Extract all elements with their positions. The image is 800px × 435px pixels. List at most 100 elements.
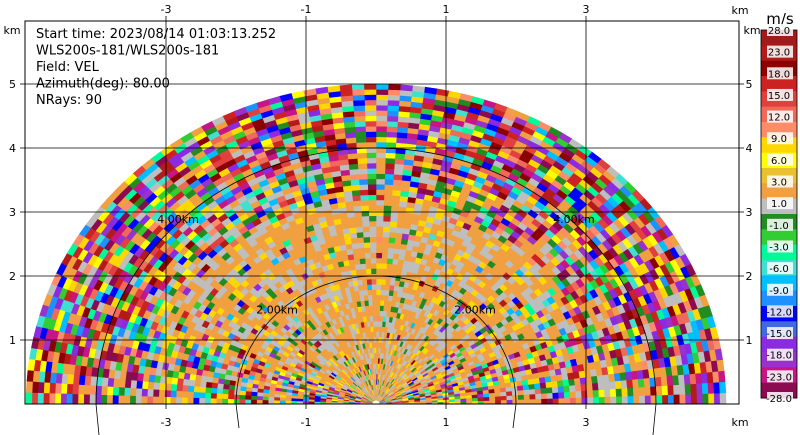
velocity-cell [352, 94, 365, 101]
velocity-cell [371, 283, 377, 290]
velocity-cell [375, 152, 386, 159]
velocity-cell [378, 315, 384, 322]
velocity-cell [385, 263, 393, 270]
velocity-cell [380, 262, 388, 270]
velocity-cell [523, 393, 531, 400]
velocity-cell [575, 397, 583, 404]
velocity-cell [713, 381, 721, 394]
velocity-cell [369, 252, 377, 259]
velocity-cell [383, 189, 393, 196]
velocity-cell [375, 336, 379, 343]
velocity-cell [592, 396, 600, 404]
velocity-cell [384, 284, 391, 291]
velocity-cell [375, 278, 382, 285]
velocity-cell [598, 396, 606, 404]
velocity-cell [351, 83, 365, 91]
velocity-cell [370, 278, 377, 285]
velocity-cell [363, 247, 371, 254]
velocity-cell [367, 178, 377, 185]
velocity-cell [375, 320, 380, 327]
velocity-cell [366, 289, 373, 296]
velocity-cell [667, 394, 675, 404]
velocity-cell [375, 199, 385, 206]
velocity-cell [370, 262, 377, 269]
velocity-cell [375, 220, 384, 227]
velocity-cell [360, 199, 369, 207]
velocity-cell [387, 242, 395, 249]
velocity-cell [718, 370, 726, 383]
velocity-cell [326, 85, 341, 93]
velocity-cell [587, 396, 594, 404]
velocity-cell [352, 205, 362, 212]
velocity-cell [394, 158, 405, 165]
velocity-cell [353, 110, 366, 117]
velocity-cell [349, 173, 360, 181]
velocity-cell [383, 194, 393, 201]
velocity-cell [661, 385, 669, 396]
velocity-cell [375, 94, 389, 101]
velocity-cell [359, 189, 369, 196]
velocity-cell [367, 189, 377, 196]
velocity-cell [385, 268, 392, 275]
velocity-cell [609, 388, 617, 397]
velocity-cell [719, 381, 727, 394]
velocity-cell [375, 331, 380, 338]
velocity-cell [375, 83, 389, 90]
velocity-cell [378, 320, 383, 327]
velocity-cell [375, 125, 387, 132]
velocity-cell [375, 104, 388, 111]
velocity-cell [365, 125, 377, 132]
velocity-cell [383, 199, 392, 207]
velocity-cell [364, 252, 371, 259]
velocity-cell [678, 383, 686, 395]
velocity-cell [355, 231, 364, 239]
velocity-cell [363, 241, 371, 249]
velocity-cell [673, 384, 681, 395]
velocity-cell [364, 104, 377, 111]
velocity-cell [375, 189, 385, 196]
velocity-cell [575, 390, 583, 398]
velocity-cell [621, 387, 629, 397]
velocity-cell [557, 385, 565, 393]
velocity-cell [517, 394, 525, 400]
velocity-cell [383, 183, 394, 191]
velocity-cell [379, 294, 385, 301]
velocity-cell [639, 395, 646, 404]
velocity-cell [384, 178, 394, 186]
velocity-cell [375, 294, 381, 301]
velocity-cell [375, 257, 382, 264]
velocity-cell [360, 268, 367, 275]
velocity-cell [351, 194, 361, 202]
velocity-cell [380, 268, 387, 275]
velocity-cell [569, 397, 577, 404]
velocity-cell [354, 131, 367, 138]
velocity-cell [375, 246, 383, 254]
velocity-cell [369, 236, 377, 243]
velocity-cell [379, 305, 384, 312]
velocity-cell [387, 83, 401, 91]
velocity-cell [375, 141, 387, 148]
velocity-cell [366, 283, 372, 291]
velocity-cell [386, 110, 399, 117]
velocity-cell [563, 391, 571, 399]
velocity-cell [375, 315, 380, 322]
velocity-cell [387, 247, 395, 254]
velocity-cell [696, 382, 704, 395]
velocity-cell [387, 89, 401, 96]
velocity-cell [372, 315, 377, 322]
velocity-cell [534, 387, 542, 395]
velocity-cell [364, 262, 372, 270]
velocity-cell [523, 398, 531, 404]
velocity-cell [375, 157, 386, 164]
velocity-cell [382, 215, 391, 222]
velocity-cell [356, 157, 368, 164]
velocity-cell [391, 263, 398, 271]
velocity-cell [638, 386, 646, 396]
velocity-cell [375, 120, 388, 127]
velocity-cell [383, 204, 392, 212]
velocity-cell [360, 204, 369, 212]
velocity-cell [506, 394, 514, 401]
velocity-cell [684, 383, 692, 395]
velocity-cell [382, 220, 391, 228]
velocity-cell [352, 200, 362, 207]
